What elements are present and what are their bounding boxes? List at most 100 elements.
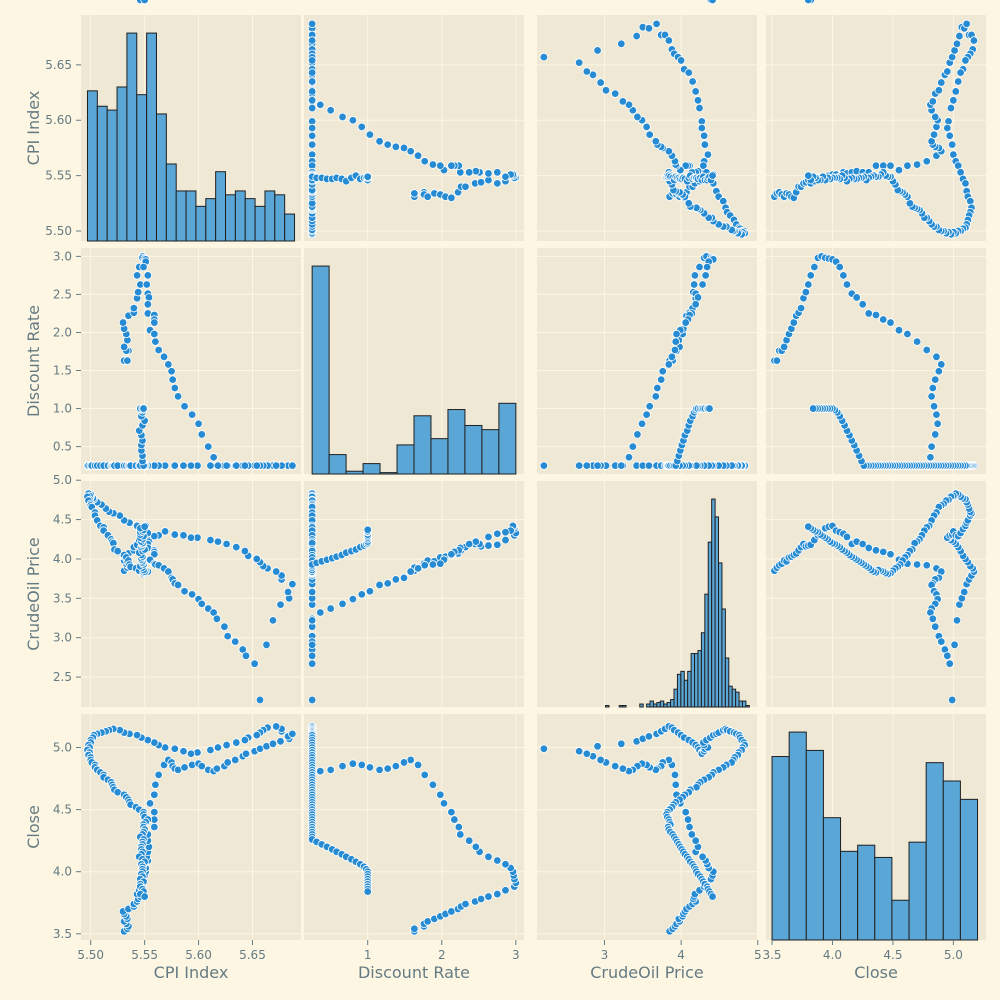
scatter-point (113, 546, 122, 556)
scatter-point (912, 337, 922, 346)
scatter-point (348, 116, 358, 125)
panel-background (537, 248, 757, 474)
histogram-bar (618, 705, 624, 708)
histogram-bar (676, 673, 682, 708)
scatter-point (357, 122, 366, 132)
panel-crudeoil-price-vs-cpi-index (81, 479, 301, 707)
scatter-point (252, 554, 261, 564)
scatter-point (206, 745, 215, 755)
scatter-point (439, 799, 449, 808)
scatter-point (943, 651, 952, 661)
scatter-point (651, 137, 661, 146)
scatter-point (173, 392, 183, 401)
scatter-point (187, 410, 197, 419)
scatter-point (708, 892, 717, 901)
histogram-bar (165, 163, 177, 242)
scatter-point (307, 19, 317, 29)
scatter-point (652, 19, 661, 29)
scatter-point (232, 738, 241, 747)
panel-discount-rate-vs-cpi-index (81, 0, 301, 474)
scatter-point (633, 430, 642, 439)
histogram-bar (264, 190, 276, 242)
scatter-point (363, 887, 372, 896)
y-axis-label-cpi-index: CPI Index (24, 91, 43, 166)
scatter-point (307, 36, 317, 45)
x-tick-label: 4.5 (883, 948, 902, 962)
scatter-point (357, 760, 366, 770)
scatter-point (667, 352, 677, 362)
scatter-point (927, 392, 936, 401)
histogram-bar (680, 670, 685, 708)
scatter-point (693, 96, 703, 105)
scatter-point (222, 461, 231, 470)
panel-crudeoil-price-vs-discount-rate (304, 479, 524, 707)
scatter-point (931, 430, 940, 439)
scatter-point (493, 179, 502, 188)
x-tick-label: 2 (438, 948, 446, 962)
scatter-point (879, 547, 888, 557)
scatter-point (307, 659, 317, 668)
scatter-point (912, 560, 922, 569)
histogram-bar (673, 688, 678, 708)
scatter-point (436, 559, 445, 568)
scatter-point (653, 383, 662, 393)
histogram-bar (430, 438, 449, 475)
scatter-point (699, 131, 709, 140)
histogram-bar (116, 86, 128, 242)
scatter-point (637, 419, 647, 428)
histogram-bar (205, 198, 217, 242)
scatter-point (493, 540, 502, 549)
histogram-bar (345, 470, 364, 475)
scatter-point (232, 461, 241, 470)
scatter-point (894, 325, 904, 335)
scatter-point (501, 860, 510, 869)
scatter-point (842, 532, 852, 542)
scatter-point (681, 807, 690, 817)
scatter-point (698, 852, 707, 862)
histogram-bar (690, 653, 696, 708)
scatter-point (801, 287, 811, 297)
scatter-point (934, 367, 944, 376)
scatter-point (420, 770, 429, 780)
histogram-bar (738, 700, 743, 708)
scatter-point (501, 535, 510, 545)
histogram-bar (605, 705, 610, 708)
scatter-point (307, 131, 317, 140)
histogram-bar (311, 265, 330, 475)
scatter-point (410, 189, 419, 198)
scatter-point (220, 622, 229, 631)
histogram-bar (656, 702, 661, 708)
scatter-point (932, 410, 941, 419)
histogram-bar (714, 516, 720, 708)
histogram-bar (805, 749, 824, 941)
scatter-point (307, 56, 317, 65)
y-tick-label: 3.5 (53, 591, 72, 605)
scatter-point (365, 587, 375, 596)
scatter-point (931, 622, 940, 631)
x-tick-label: 4 (677, 948, 685, 962)
scatter-point (307, 96, 317, 105)
x-tick-label: 3.5 (762, 948, 781, 962)
scatter-point (952, 39, 962, 49)
histogram-bar (711, 498, 716, 708)
x-tick-label: 5.0 (944, 948, 963, 962)
scatter-point (955, 31, 964, 41)
scatter-point (363, 525, 372, 535)
scatter-point (501, 527, 510, 537)
scatter-point (628, 442, 638, 451)
scatter-point (180, 587, 189, 596)
histogram-bar (86, 90, 98, 242)
scatter-point (695, 103, 704, 113)
scatter-point (307, 103, 317, 113)
scatter-point (454, 822, 464, 832)
scatter-point (197, 761, 206, 771)
scatter-point (450, 815, 459, 824)
panel-background (81, 248, 301, 474)
y-tick-label: 5.65 (45, 58, 72, 72)
scatter-point (658, 367, 667, 376)
scatter-point (375, 137, 384, 146)
scatter-point (953, 77, 963, 86)
scatter-point (406, 567, 415, 576)
scatter-point (399, 573, 409, 583)
scatter-point (922, 345, 931, 355)
